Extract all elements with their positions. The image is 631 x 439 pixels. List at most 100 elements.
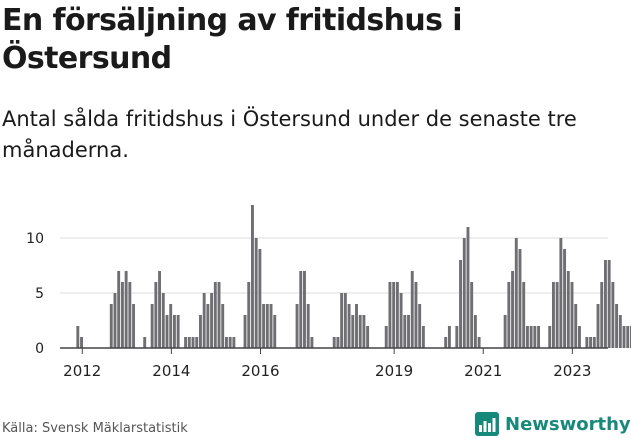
bar bbox=[447, 326, 451, 348]
bar bbox=[358, 315, 362, 348]
bar bbox=[470, 282, 474, 348]
source-note: Källa: Svensk Mäklarstatistik bbox=[2, 421, 188, 436]
bar bbox=[306, 304, 310, 348]
bar bbox=[615, 304, 619, 348]
bar bbox=[195, 337, 199, 348]
bar bbox=[444, 337, 448, 348]
bar bbox=[247, 282, 251, 348]
x-tick-label: 2019 bbox=[375, 362, 413, 380]
y-tick-label: 10 bbox=[26, 231, 44, 247]
bar bbox=[570, 282, 574, 348]
x-tick-label: 2021 bbox=[464, 362, 502, 380]
bar bbox=[343, 293, 347, 348]
bar bbox=[355, 304, 358, 348]
bar bbox=[251, 205, 254, 348]
bar bbox=[418, 304, 422, 348]
bar bbox=[455, 326, 459, 348]
bar bbox=[407, 315, 410, 348]
bar bbox=[254, 238, 258, 348]
bar bbox=[347, 304, 351, 348]
bar bbox=[232, 337, 236, 348]
bar bbox=[622, 326, 626, 348]
bar bbox=[503, 315, 507, 348]
bar bbox=[124, 271, 128, 348]
bar bbox=[76, 326, 80, 348]
bar bbox=[362, 315, 366, 348]
bar bbox=[161, 293, 165, 348]
brand-logo[interactable]: Newsworthy bbox=[475, 409, 631, 439]
bar bbox=[340, 293, 344, 348]
bar bbox=[551, 282, 555, 348]
bar bbox=[191, 337, 195, 348]
bar bbox=[604, 260, 607, 348]
bar bbox=[221, 304, 225, 348]
bar bbox=[414, 282, 418, 348]
x-tick-label: 2023 bbox=[553, 362, 591, 380]
bar bbox=[303, 271, 306, 348]
bar bbox=[600, 282, 604, 348]
bar bbox=[143, 337, 147, 348]
bar bbox=[537, 326, 541, 348]
bar bbox=[566, 271, 570, 348]
x-tick-label: 2014 bbox=[152, 362, 190, 380]
bar bbox=[529, 326, 533, 348]
x-tick-label: 2012 bbox=[63, 362, 101, 380]
bar bbox=[128, 282, 132, 348]
bar bbox=[522, 282, 526, 348]
newsworthy-icon bbox=[475, 412, 499, 436]
bar bbox=[265, 304, 269, 348]
bar bbox=[589, 337, 593, 348]
bar bbox=[577, 326, 581, 348]
chart-subtitle: Antal sålda fritidshus i Östersund under… bbox=[2, 107, 577, 162]
bar bbox=[228, 337, 232, 348]
bar bbox=[225, 337, 228, 348]
bar bbox=[336, 337, 340, 348]
bar bbox=[607, 260, 611, 348]
bar bbox=[351, 315, 355, 348]
bar bbox=[366, 326, 370, 348]
bar bbox=[518, 249, 522, 348]
bar bbox=[187, 337, 191, 348]
y-tick-label: 0 bbox=[35, 341, 44, 357]
bar bbox=[459, 260, 462, 348]
brand-name: Newsworthy bbox=[505, 413, 631, 435]
bar bbox=[511, 271, 515, 348]
bar bbox=[198, 315, 202, 348]
axes: 05101201220142016201920212023 bbox=[26, 231, 631, 380]
bar bbox=[392, 282, 396, 348]
bar bbox=[332, 337, 336, 348]
bar bbox=[384, 326, 388, 348]
bar bbox=[388, 282, 392, 348]
bar bbox=[273, 315, 277, 348]
chart-title: En försäljning av fritidshus i Östersund bbox=[2, 3, 463, 76]
bar bbox=[466, 227, 470, 348]
bar bbox=[150, 304, 154, 348]
bar bbox=[132, 304, 136, 348]
bar bbox=[399, 293, 403, 348]
bar bbox=[395, 282, 399, 348]
bar bbox=[473, 315, 477, 348]
bar bbox=[262, 304, 266, 348]
bar bbox=[113, 293, 117, 348]
bar bbox=[592, 337, 596, 348]
bar bbox=[202, 293, 206, 348]
gridlines bbox=[60, 237, 608, 294]
x-tick-label: 2016 bbox=[241, 362, 279, 380]
bar-chart: 05101201220142016201920212023 bbox=[26, 205, 631, 380]
bar bbox=[626, 326, 630, 348]
bar bbox=[525, 326, 529, 348]
bar bbox=[206, 304, 210, 348]
bar bbox=[421, 326, 425, 348]
bar bbox=[462, 238, 466, 348]
bar bbox=[176, 315, 180, 348]
bar bbox=[611, 282, 615, 348]
bar bbox=[477, 337, 481, 348]
bar bbox=[574, 304, 578, 348]
bar bbox=[120, 282, 124, 348]
bar bbox=[618, 315, 622, 348]
y-tick-label: 5 bbox=[35, 286, 44, 302]
bar bbox=[169, 304, 173, 348]
bar bbox=[310, 337, 314, 348]
bar bbox=[548, 326, 552, 348]
bar bbox=[117, 271, 121, 348]
